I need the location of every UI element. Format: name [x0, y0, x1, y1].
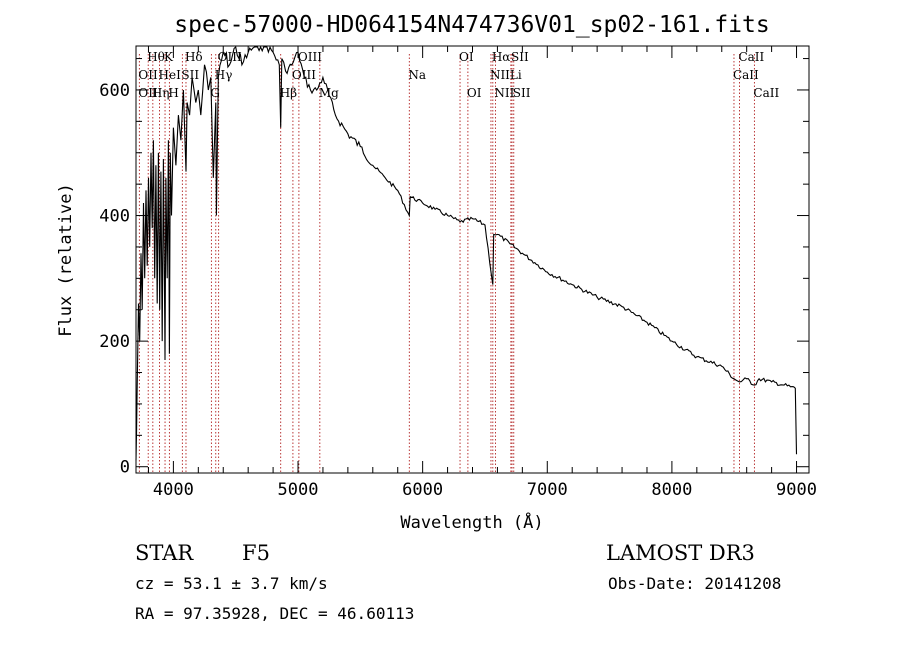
x-tick-label: 7000	[527, 480, 568, 500]
spectral-line-label: NII	[494, 86, 514, 100]
spectral-line-label: NII	[490, 68, 510, 82]
spectral-line-label: HeI	[159, 68, 182, 82]
spectral-line-label: Hγ	[215, 68, 233, 82]
spectral-line-label: OII	[138, 68, 158, 82]
spectral-line-label: Li	[510, 68, 522, 82]
spectral-line-label: G	[210, 86, 220, 100]
spectral-line-label: SII	[511, 50, 529, 64]
y-tick-label: 0	[120, 458, 130, 478]
spectral-subclass: F5	[242, 541, 270, 565]
survey-name: LAMOST DR3	[606, 541, 755, 565]
spectrum-line	[135, 45, 798, 461]
redshift-value: cz = 53.1 ± 3.7 km/s	[135, 574, 328, 593]
spectral-line-label: Hθ	[147, 50, 165, 64]
coordinates: RA = 97.35928, DEC = 46.60113	[135, 604, 414, 623]
spectral-line-label: OI	[459, 50, 474, 64]
spectral-line-label: OI	[467, 86, 482, 100]
plot-frame	[135, 45, 810, 474]
x-tick-label: 9000	[776, 480, 817, 500]
x-tick-label: 6000	[402, 480, 443, 500]
spectral-line-label: Na	[408, 68, 426, 82]
object-class: STAR	[135, 541, 194, 565]
spectral-line-label: K	[164, 50, 174, 64]
spectral-line-label: SII	[513, 86, 531, 100]
x-axis-ticks: 4000 5000 6000 7000 8000 9000	[147, 46, 817, 500]
y-tick-label: 200	[99, 332, 130, 352]
y-tick-label: 600	[99, 81, 130, 101]
spectral-line-label: Hβ	[280, 86, 297, 100]
spectral-line-markers	[138, 54, 755, 473]
spectral-line-label: H	[168, 86, 178, 100]
y-axis-label: Flux (relative)	[56, 183, 76, 337]
spectral-line-label: OIII	[298, 50, 322, 64]
observation-date: Obs-Date: 20141208	[608, 574, 781, 593]
x-tick-label: 4000	[153, 480, 194, 500]
spectral-line-label: CaII	[738, 50, 764, 64]
x-tick-label: 5000	[278, 480, 319, 500]
x-axis-label: Wavelength (Å)	[400, 511, 543, 533]
spectral-line-label: SII	[181, 68, 199, 82]
y-tick-label: 400	[99, 207, 130, 227]
x-tick-label: 8000	[651, 480, 692, 500]
spectral-line-label: Hη	[152, 86, 170, 100]
chart-title: spec-57000-HD064154N474736V01_sp02-161.f…	[174, 12, 769, 38]
spectral-line-label: CaII	[753, 86, 779, 100]
spectral-line-label: Hδ	[185, 50, 203, 64]
spectral-line-label: CaII	[733, 68, 759, 82]
spectral-line-label: Hα	[492, 50, 511, 64]
y-axis-ticks: 0 200 400 600	[99, 58, 809, 478]
